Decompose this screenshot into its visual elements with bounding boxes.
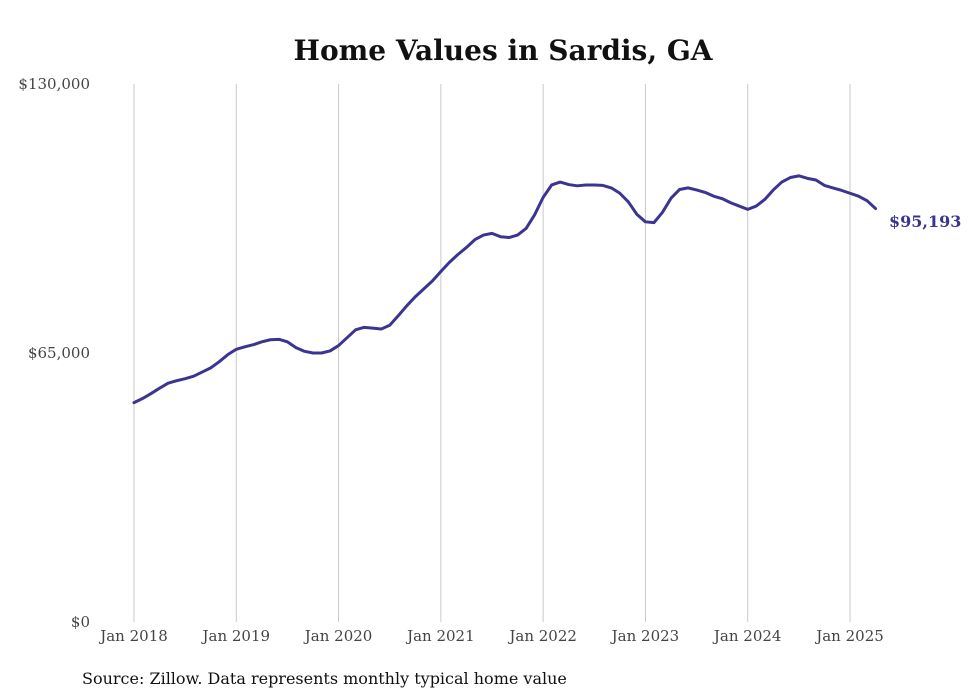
y-tick-label: $130,000 — [18, 75, 90, 93]
y-tick-label: $0 — [71, 613, 90, 631]
y-tick-label: $65,000 — [28, 344, 90, 362]
x-tick-label: Jan 2021 — [405, 627, 475, 645]
source-note: Source: Zillow. Data represents monthly … — [82, 669, 567, 688]
x-tick-label: Jan 2024 — [712, 627, 782, 645]
x-tick-label: Jan 2025 — [814, 627, 884, 645]
chart-title: Home Values in Sardis, GA — [294, 34, 714, 67]
x-axis-ticks: Jan 2018 Jan 2019 Jan 2020 Jan 2021 Jan 2022… — [98, 627, 884, 645]
y-axis-ticks: $0 $65,000 $130,000 — [18, 75, 90, 631]
series-line-home-value — [132, 174, 878, 405]
x-tick-label: Jan 2023 — [610, 627, 680, 645]
x-tick-label: Jan 2019 — [201, 627, 271, 645]
gridlines — [133, 84, 851, 622]
x-tick-label: Jan 2018 — [98, 627, 168, 645]
x-tick-label: Jan 2022 — [507, 627, 577, 645]
end-value-label: $95,193 — [889, 212, 961, 231]
x-tick-label: Jan 2020 — [303, 627, 373, 645]
